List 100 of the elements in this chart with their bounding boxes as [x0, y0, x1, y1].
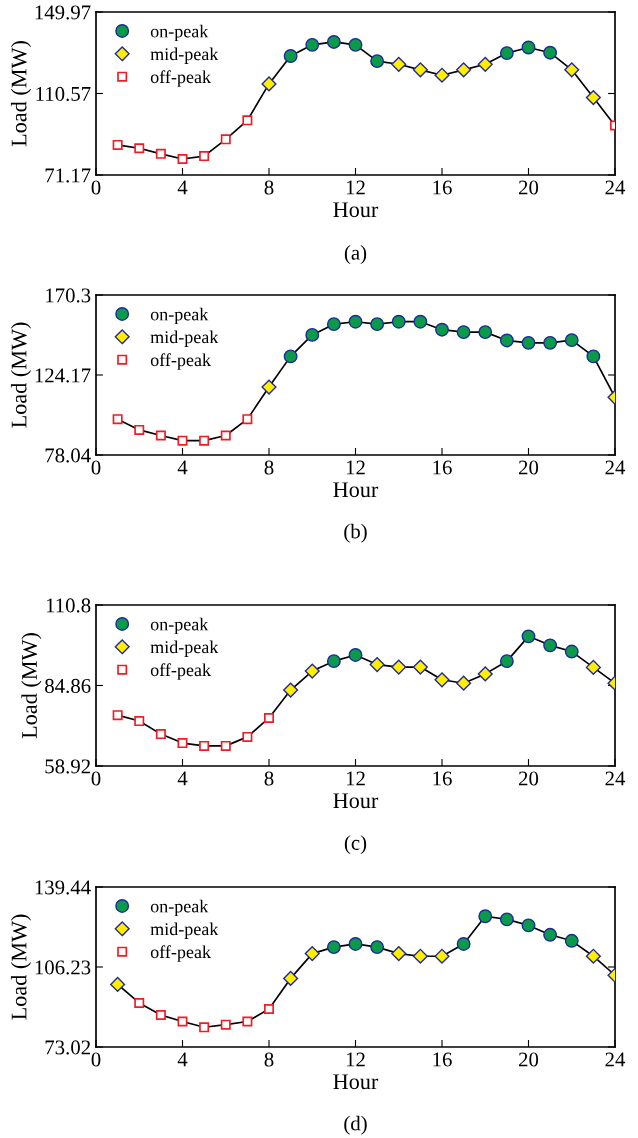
text: (c)	[344, 835, 367, 855]
point	[242, 115, 253, 126]
point	[348, 37, 363, 52]
legend-label: mid-peak	[150, 922, 219, 939]
x-tick-label: 0	[91, 771, 101, 786]
point	[199, 1022, 210, 1033]
point	[370, 940, 385, 955]
point	[283, 682, 299, 698]
y-tick-label: 139.44	[35, 880, 91, 895]
x-tick-label: 24	[605, 771, 626, 786]
x-tick-label: 24	[605, 180, 626, 195]
point	[585, 659, 601, 675]
y-tick-label: 71.17	[45, 168, 91, 183]
point	[412, 62, 428, 78]
y-axis-title: Load (MW)	[10, 914, 32, 1020]
x-tick-label: 8	[264, 460, 274, 475]
text: (d)	[344, 1115, 367, 1135]
point	[155, 148, 166, 159]
point	[434, 672, 450, 688]
point	[586, 349, 601, 364]
point	[412, 659, 428, 675]
x-tick-label: 16	[433, 180, 452, 195]
point	[304, 946, 320, 962]
point	[391, 659, 407, 675]
point	[326, 317, 341, 332]
x-tick-label: 20	[519, 771, 539, 786]
point	[456, 675, 472, 691]
x-tick-label: 8	[264, 180, 274, 195]
point	[391, 56, 407, 72]
point	[199, 435, 210, 446]
point	[543, 638, 558, 653]
point	[370, 317, 385, 332]
y-tick-label: 58.92	[45, 759, 90, 774]
point	[348, 937, 363, 951]
legend-label: mid-peak	[150, 47, 219, 64]
point	[521, 918, 536, 933]
point	[499, 333, 514, 348]
point	[543, 335, 558, 350]
y-axis-title: Load (MW)	[10, 41, 32, 147]
point	[177, 1016, 188, 1027]
point	[521, 629, 536, 644]
point	[456, 62, 472, 78]
x-tick-label: 20	[519, 1052, 539, 1067]
point	[477, 666, 493, 682]
point	[242, 731, 253, 742]
point	[112, 414, 123, 425]
legend-label: off-peak	[150, 663, 211, 680]
point	[564, 644, 579, 659]
x-tick-label: 0	[91, 180, 101, 195]
x-axis-title: Hour	[333, 1074, 379, 1090]
x-axis-title: Hour	[333, 482, 379, 498]
point	[478, 909, 493, 924]
point	[110, 976, 126, 992]
x-tick-label: 16	[433, 1052, 452, 1067]
x-tick-label: 12	[346, 460, 365, 475]
point	[242, 414, 253, 425]
x-axis-title: Hour	[333, 793, 379, 809]
point	[220, 134, 231, 145]
x-tick-label: 4	[177, 771, 188, 786]
text: (b)	[344, 523, 367, 543]
point	[434, 67, 450, 83]
point	[369, 657, 385, 673]
point	[521, 40, 536, 55]
point	[283, 49, 298, 63]
point	[263, 712, 275, 723]
x-tick-label: 16	[433, 460, 452, 475]
point	[134, 716, 145, 727]
point	[326, 34, 341, 49]
point	[499, 46, 514, 61]
point	[304, 663, 320, 679]
legend-label: off-peak	[150, 353, 211, 370]
point	[499, 912, 514, 927]
point	[177, 738, 188, 749]
point	[283, 970, 299, 986]
point	[521, 335, 536, 350]
legend-label: mid-peak	[150, 640, 219, 657]
point	[134, 143, 145, 154]
x-tick-label: 20	[519, 460, 539, 475]
y-tick-label: 84.86	[45, 678, 91, 694]
legend-label: on-peak	[150, 307, 209, 325]
point	[413, 314, 428, 329]
y-axis-title: Load (MW)	[10, 322, 32, 428]
x-tick-label: 12	[346, 1052, 365, 1067]
x-tick-label: 8	[264, 1052, 274, 1067]
point	[564, 62, 580, 78]
point	[305, 327, 320, 342]
point	[155, 430, 166, 441]
point	[326, 654, 341, 669]
legend-label: off-peak	[150, 945, 211, 962]
x-axis-title: Hour	[333, 202, 379, 218]
legend-label: on-peak	[150, 899, 209, 917]
x-tick-label: 20	[519, 180, 539, 195]
point	[477, 56, 493, 72]
point	[305, 37, 320, 52]
legend-label: mid-peak	[150, 330, 219, 347]
point	[412, 948, 428, 964]
x-tick-label: 8	[264, 771, 274, 786]
point	[564, 933, 579, 948]
y-tick-label: 170.3	[46, 288, 91, 303]
point	[134, 997, 145, 1008]
